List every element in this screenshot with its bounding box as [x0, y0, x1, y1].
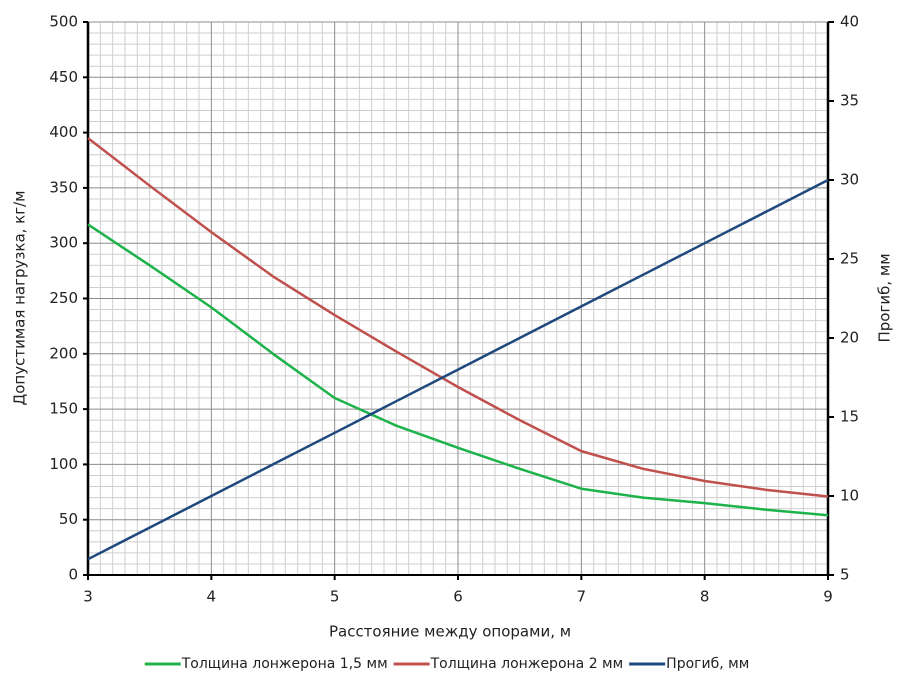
y-tick-label: 450: [49, 68, 78, 86]
y-tick-label: 100: [49, 455, 78, 473]
legend: Толщина лонжерона 1,5 мм Толщина лонжерон…: [144, 656, 749, 672]
y2-tick-label: 5: [840, 566, 850, 584]
x-tick-label: 3: [83, 588, 93, 606]
legend-label: Толщина лонжерона 1,5 мм: [181, 656, 388, 672]
y-tick-label: 0: [68, 566, 78, 584]
y-tick-label: 150: [49, 400, 78, 418]
y-tick-label: 300: [49, 234, 78, 252]
y-tick-label: 400: [49, 123, 78, 141]
y-tick-label: 500: [49, 13, 78, 31]
x-tick-label: 7: [577, 588, 587, 606]
y-tick-label: 50: [59, 510, 78, 528]
y2-tick-label: 10: [840, 487, 859, 505]
y2-tick-label: 15: [840, 408, 859, 426]
series-line: [87, 178, 829, 561]
x-tick-label: 8: [700, 588, 710, 606]
y-tick-label: 350: [49, 178, 78, 196]
x-tick-label: 4: [207, 588, 217, 606]
y-axis-title: Допустимая нагрузка, кг/м: [11, 191, 29, 406]
y-tick-label: 250: [49, 289, 78, 307]
y2-axis-title: Прогиб, мм: [876, 253, 894, 342]
x-axis-title: Расстояние между опорами, м: [329, 623, 571, 641]
y2-tick-label: 30: [840, 171, 859, 189]
series-line: [87, 137, 829, 498]
series-line: [87, 223, 829, 517]
legend-label: Толщина лонжерона 2 мм: [430, 656, 624, 672]
y-tick-label: 200: [49, 344, 78, 362]
y2-tick-label: 20: [840, 329, 859, 347]
x-tick-label: 9: [823, 588, 833, 606]
y2-tick-label: 40: [840, 13, 859, 31]
x-tick-label: 6: [453, 588, 463, 606]
y2-tick-label: 35: [840, 92, 859, 110]
y2-tick-label: 25: [840, 250, 859, 268]
x-tick-label: 5: [330, 588, 340, 606]
legend-label: Прогиб, мм: [666, 656, 749, 672]
